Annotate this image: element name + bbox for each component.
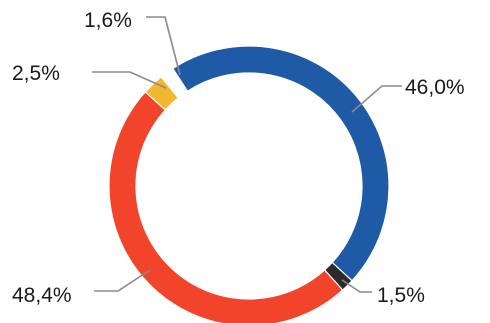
data-label-white: 1,6% (84, 9, 132, 32)
donut-slice-white (160, 67, 189, 99)
data-label-dark: 1,5% (377, 284, 425, 307)
donut-slice-blue (171, 45, 390, 282)
data-labels-group: 46,0% 1,5% 48,4% 2,5% 1,6% (12, 9, 465, 307)
data-label-yellow: 2,5% (12, 62, 60, 85)
leader-line-dark (341, 279, 372, 293)
leader-line-red (94, 269, 151, 292)
donut-slice-red (108, 91, 344, 323)
leader-lines-group (92, 16, 402, 293)
leader-line-yellow (92, 71, 167, 89)
data-label-blue: 46,0% (405, 76, 465, 99)
data-label-red: 48,4% (12, 284, 72, 307)
leader-line-blue (351, 85, 402, 113)
slices-group (108, 45, 390, 323)
leader-line-white (146, 16, 181, 76)
